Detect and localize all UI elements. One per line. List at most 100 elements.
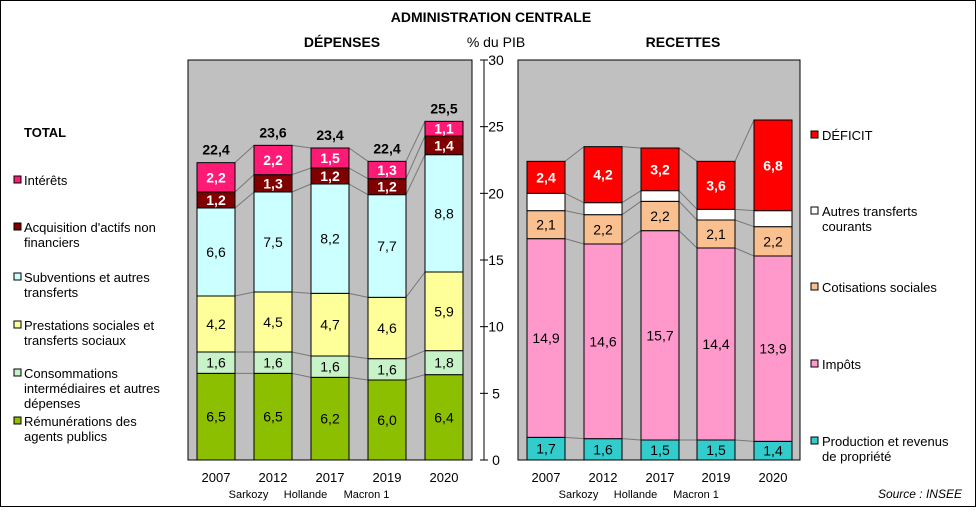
recettes-data-label: 1,4 (763, 443, 783, 459)
total-value-label: 22,4 (373, 140, 400, 156)
legend-label-acquisition: financiers (24, 235, 80, 250)
recettes-connector-line (564, 238, 585, 245)
legend-label-remunerations: agents publics (24, 429, 108, 444)
legend-swatch-remunerations (13, 416, 22, 425)
depenses-data-label: 4,7 (320, 317, 340, 333)
depenses-connector-line (405, 374, 426, 381)
legend-label-deficit: DÉFICIT (822, 128, 873, 143)
recettes-data-label: 1,5 (650, 442, 670, 458)
depenses-bar-segment-subventions (253, 191, 293, 293)
depenses-period-label: Hollande (284, 489, 327, 501)
recettes-connector-line (734, 219, 755, 228)
recettes-x-tick-label: 2012 (589, 470, 618, 485)
recettes-bar-segment-deficit (526, 160, 566, 194)
depenses-bar-segment-prestations (253, 291, 293, 353)
recettes-data-label: 14,9 (532, 330, 559, 346)
recettes-connector-line (621, 230, 642, 245)
legend-label-consommations: dépenses (24, 396, 81, 411)
y-tick-label: 0 (492, 452, 500, 468)
depenses-data-label: 6,2 (320, 411, 340, 427)
recettes-data-label: 14,4 (702, 336, 729, 352)
y-tick-label: 5 (492, 385, 500, 401)
recettes-data-label: 2,1 (536, 217, 556, 233)
legend-swatch-impots (810, 359, 819, 368)
depenses-data-label: 7,7 (377, 238, 397, 254)
recettes-x-tick-label: 2019 (702, 470, 731, 485)
depenses-data-label: 8,2 (320, 231, 340, 247)
recettes-x-tick-label: 2017 (646, 470, 675, 485)
recettes-connector-line (734, 439, 755, 442)
depenses-bar-segment-subventions (367, 194, 407, 298)
recettes-bar-segment-deficit (640, 147, 680, 192)
depenses-data-label: 1,5 (320, 150, 340, 166)
recettes-connector-line (678, 190, 698, 210)
recettes-connector-line (564, 192, 585, 204)
recettes-data-label: 15,7 (646, 327, 673, 343)
recettes-connector-line (734, 247, 755, 257)
depenses-bar-segment-subventions (310, 183, 350, 294)
recettes-data-label: 2,4 (536, 169, 556, 185)
legend-swatch-consommations (13, 368, 22, 377)
depenses-bar-segment-subventions (196, 207, 236, 297)
depenses-connector-line (291, 144, 312, 149)
recettes-connector-line (621, 200, 642, 216)
depenses-connector-line (234, 144, 255, 164)
legend-swatch-interets (13, 175, 22, 184)
recettes-x-tick-label: 2020 (759, 470, 788, 485)
recettes-data-label: 1,6 (593, 441, 613, 457)
legend-label-prestations: transferts sociaux (24, 333, 126, 348)
depenses-connector-line (348, 355, 369, 360)
depenses-data-label: 1,4 (434, 137, 454, 153)
recettes-data-label: 6,8 (763, 157, 783, 173)
total-value-label: 25,5 (430, 100, 457, 116)
depenses-data-label: 1,1 (434, 121, 454, 137)
depenses-data-label: 1,2 (206, 192, 226, 208)
legend-swatch-subventions (13, 272, 22, 281)
legend-label-prestations: Prestations sociales et (24, 318, 154, 333)
depenses-bar-segment-prestations (310, 292, 350, 357)
depenses-connector-line (405, 121, 426, 162)
total-label: TOTAL (24, 125, 66, 140)
y-tick-label: 20 (488, 185, 504, 201)
depenses-period-label: Macron 1 (344, 489, 390, 501)
recettes-connector-line (621, 146, 642, 149)
legend-label-acquisition: Acquisition d'actifs non (24, 220, 156, 235)
y-axis-unit-label: % du PIB (467, 34, 525, 50)
recettes-bar-segment-autres (696, 208, 736, 221)
depenses-x-tick-label: 2007 (202, 470, 231, 485)
recettes-connector-line (678, 230, 698, 249)
recettes-data-label: 1,5 (706, 442, 726, 458)
total-value-label: 23,6 (259, 124, 286, 140)
recettes-bar-segment-impots (753, 255, 793, 442)
depenses-data-label: 2,2 (263, 152, 283, 168)
recettes-bar-segment-cotisations (640, 200, 680, 232)
recettes-data-label: 1,7 (536, 441, 556, 457)
recettes-x-tick-label: 2007 (532, 470, 561, 485)
recettes-bar-segment-autres (753, 210, 793, 228)
recettes-data-label: 2,2 (593, 221, 613, 237)
legend-label-cotisations: Cotisations sociales (822, 280, 937, 295)
legend-swatch-production (810, 436, 819, 445)
depenses-connector-line (405, 350, 426, 360)
legend-label-production: Production et revenus (822, 434, 949, 449)
depenses-connector-line (291, 183, 312, 193)
legend-label-impots: Impôts (822, 357, 862, 372)
depenses-connector-line (348, 292, 369, 298)
depenses-data-label: 2,2 (206, 169, 226, 185)
depenses-connector-line (234, 174, 255, 193)
recettes-data-label: 3,2 (650, 161, 670, 177)
legend-label-subventions: Subventions et autres (24, 270, 150, 285)
depenses-bar-segment-remunerations (310, 376, 350, 461)
depenses-connector-line (234, 291, 255, 297)
depenses-connector-line (291, 351, 312, 357)
recettes-connector-line (678, 147, 698, 162)
depenses-connector-line (348, 147, 369, 162)
recettes-period-label: Macron 1 (673, 489, 719, 501)
recettes-connector-line (621, 190, 642, 204)
total-value-label: 22,4 (202, 142, 229, 158)
depenses-data-label: 1,6 (206, 355, 226, 371)
recettes-data-label: 2,1 (706, 226, 726, 242)
recettes-data-label: 2,2 (763, 233, 783, 249)
